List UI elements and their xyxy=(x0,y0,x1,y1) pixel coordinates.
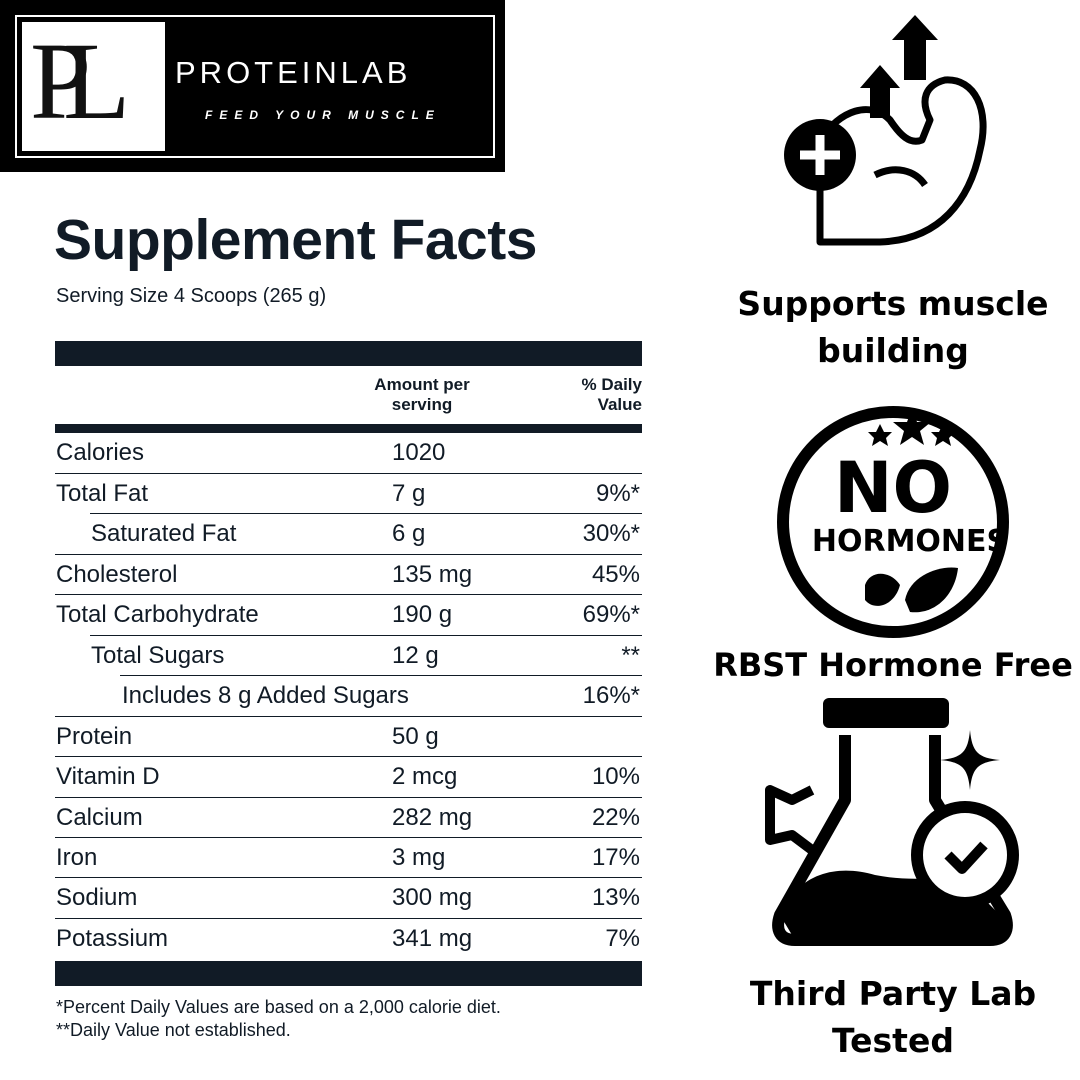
facts-row: Calories 1020 xyxy=(55,433,642,473)
feature-label: Third Party Lab Tested xyxy=(749,974,1037,1060)
table-bar xyxy=(55,961,642,986)
facts-row: Total Carbohydrate 190 g 69%* xyxy=(55,594,642,634)
amount: 135 mg xyxy=(392,561,473,588)
lab-icon xyxy=(765,698,1019,946)
nutrient: Cholesterol xyxy=(56,561,178,588)
footnote: *Percent Daily Values are based on a 2,0… xyxy=(56,997,501,1017)
amount: 2 mcg xyxy=(392,763,458,790)
header-line: serving xyxy=(391,395,453,414)
amount: 341 mg xyxy=(392,925,473,952)
amount: 3 mg xyxy=(392,844,446,871)
feature-label: RBST Hormone Free xyxy=(713,646,1073,684)
daily-value: 10% xyxy=(591,763,640,790)
daily-value: 22% xyxy=(591,804,640,831)
facts-row: Sodium 300 mg 13% xyxy=(55,877,642,917)
daily-value: 16%* xyxy=(582,682,640,709)
daily-value: 30%* xyxy=(582,520,640,547)
facts-row: Potassium 341 mg 7% xyxy=(55,918,642,958)
nutrient: Saturated Fat xyxy=(91,520,237,547)
table-bar xyxy=(55,341,642,366)
table-rule xyxy=(55,424,642,433)
nutrient: Sodium xyxy=(56,884,138,911)
nutrient: Total Carbohydrate xyxy=(56,601,259,628)
daily-value: 69%* xyxy=(582,601,640,628)
footnote: **Daily Value not established. xyxy=(56,1020,291,1040)
dv-header: % Daily Value xyxy=(560,375,642,415)
feature-icons: NO HORMONES xyxy=(765,15,1019,946)
nutrient: Total Sugars xyxy=(91,642,225,669)
amount-header: Amount per serving xyxy=(352,375,492,415)
amount: 300 mg xyxy=(392,884,473,911)
daily-value: 17% xyxy=(591,844,640,871)
brand-tagline: FEED YOUR MUSCLE xyxy=(205,108,441,122)
nutrient: Potassium xyxy=(56,925,169,952)
nutrient: Vitamin D xyxy=(56,763,160,790)
facts-row: Iron 3 mg 17% xyxy=(55,837,642,877)
header-line: Value xyxy=(597,395,642,414)
feature-label: Supports muscle building xyxy=(737,284,1049,370)
facts-row: Includes 8 g Added Sugars 16%* xyxy=(120,675,642,715)
daily-value: 7% xyxy=(605,925,640,952)
daily-value: ** xyxy=(621,642,640,669)
daily-value: 13% xyxy=(591,884,640,911)
facts-row: Calcium 282 mg 22% xyxy=(55,797,642,837)
serving-size: Serving Size 4 Scoops (265 g) xyxy=(56,285,327,307)
nutrient: Calcium xyxy=(56,804,143,831)
logo-monogram: PL xyxy=(30,20,130,142)
muscle-icon xyxy=(784,15,987,246)
amount: 12 g xyxy=(392,642,439,669)
daily-value: 9%* xyxy=(595,480,640,507)
facts-row: Protein 50 g xyxy=(55,716,642,756)
badge-text: NO xyxy=(834,447,952,529)
logo-frame xyxy=(15,15,495,158)
logo-panel xyxy=(22,22,165,151)
amount: 6 g xyxy=(392,520,426,547)
nutrient: Calories xyxy=(56,439,145,466)
brand-name: PROTEINLAB xyxy=(175,55,412,90)
amount: 190 g xyxy=(392,601,453,628)
facts-row: Saturated Fat 6 g 30%* xyxy=(90,513,642,553)
daily-value: 45% xyxy=(591,561,640,588)
amount: 50 g xyxy=(392,723,439,750)
amount: 1020 xyxy=(392,439,446,466)
amount: 7 g xyxy=(392,480,426,507)
facts-row: Cholesterol 135 mg 45% xyxy=(55,554,642,594)
nutrient: Iron xyxy=(56,844,98,871)
nutrient: Protein xyxy=(56,723,133,750)
no-hormones-badge: NO HORMONES xyxy=(777,406,1009,638)
facts-title: Supplement Facts xyxy=(54,208,537,272)
amount: 282 mg xyxy=(392,804,473,831)
header-line: Amount per xyxy=(374,375,470,394)
header-line: % Daily xyxy=(581,375,642,394)
logo: PL PROTEINLAB FEED YOUR MUSCLE xyxy=(0,0,505,172)
facts-row: Total Sugars 12 g ** xyxy=(90,635,642,675)
facts-row: Total Fat 7 g 9%* xyxy=(55,473,642,513)
nutrient: Includes 8 g Added Sugars xyxy=(122,682,409,709)
nutrient: Total Fat xyxy=(56,480,149,507)
facts-row: Vitamin D 2 mcg 10% xyxy=(55,756,642,796)
badge-text: HORMONES xyxy=(812,524,1008,559)
